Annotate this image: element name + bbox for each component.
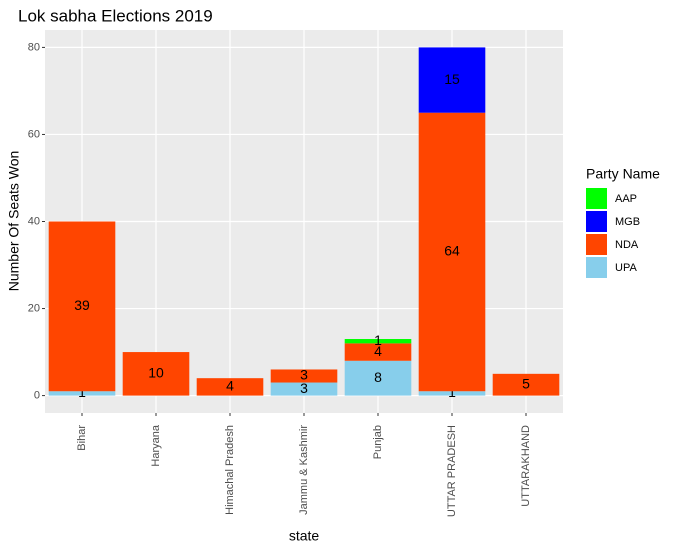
legend-title: Party Name — [586, 166, 660, 182]
y-tick-label: 80 — [28, 41, 40, 53]
data-label: 10 — [148, 365, 164, 381]
bar-segment — [492, 373, 560, 396]
x-axis-title: state — [289, 528, 320, 544]
x-tick-label: Jammu & Kashmir — [298, 425, 310, 515]
legend-label: NDA — [615, 239, 639, 251]
data-label: 4 — [226, 378, 234, 394]
data-label: 3 — [300, 380, 308, 396]
bar-segment — [48, 391, 116, 396]
chart-title: Lok sabha Elections 2019 — [18, 6, 213, 25]
bar-segment — [122, 352, 190, 396]
data-label: 39 — [74, 297, 90, 313]
data-label: 1 — [448, 384, 456, 400]
bar-segment — [344, 343, 412, 361]
bar-segment — [418, 112, 486, 392]
x-tick-label: Bihar — [76, 425, 88, 451]
legend-label: MGB — [615, 216, 640, 228]
y-tick-label: 40 — [28, 215, 40, 227]
data-label: 15 — [444, 71, 460, 87]
x-tick-label: Himachal Pradesh — [224, 425, 236, 515]
bar-segment — [418, 47, 486, 113]
bar-segment — [48, 221, 116, 392]
data-label: 1 — [374, 332, 382, 348]
legend-label: AAP — [615, 193, 637, 205]
y-axis-title: Number Of Seats Won — [6, 151, 22, 292]
data-label: 3 — [300, 367, 308, 383]
bar-segment — [270, 382, 338, 396]
data-label: 4 — [374, 343, 382, 359]
bar-segment — [418, 391, 486, 396]
bar-segment — [344, 360, 412, 396]
data-label: 64 — [444, 243, 460, 259]
legend-label: UPA — [615, 262, 637, 274]
x-tick-label: UTTAR PRADESH — [446, 425, 458, 517]
legend-key — [586, 188, 607, 209]
data-label: 1 — [78, 384, 86, 400]
y-tick-label: 60 — [28, 128, 40, 140]
bar-segment — [270, 369, 338, 383]
bar-segment — [196, 378, 264, 396]
data-label: 5 — [522, 375, 530, 391]
y-tick-label: 0 — [34, 389, 40, 401]
legend-key — [586, 211, 607, 232]
legend-key — [586, 234, 607, 255]
x-tick-label: Punjab — [372, 425, 384, 459]
data-label: 8 — [374, 369, 382, 385]
x-tick-label: Haryana — [150, 424, 162, 466]
legend-key — [586, 257, 607, 278]
bar-segment — [344, 339, 412, 344]
y-tick-label: 20 — [28, 302, 40, 314]
x-tick-label: UTTARAKHAND — [520, 425, 532, 507]
